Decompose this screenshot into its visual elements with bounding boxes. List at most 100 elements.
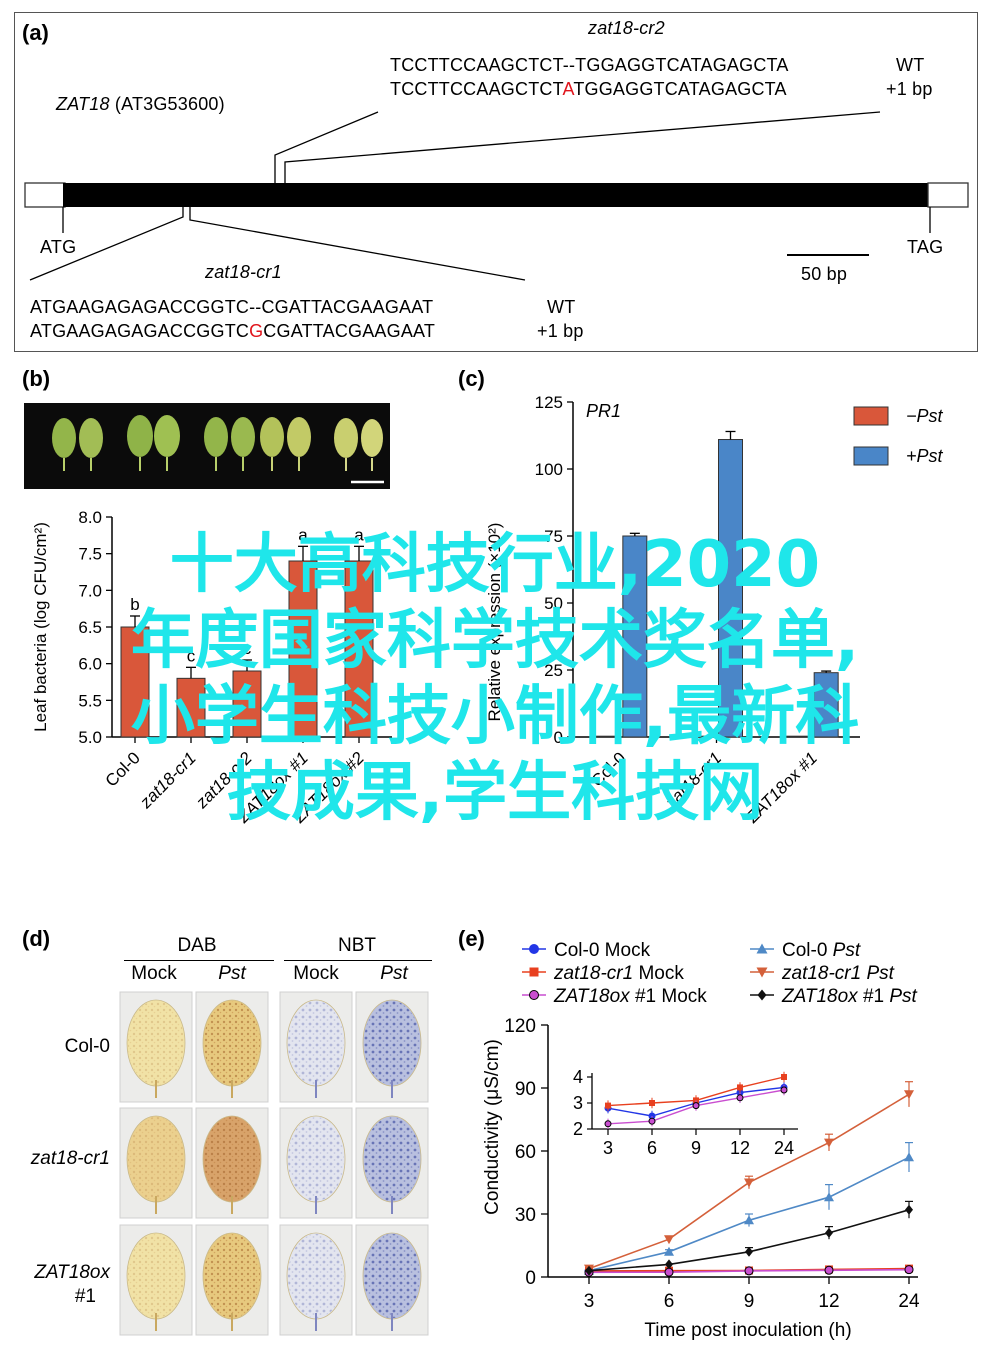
chart-e-point [665,1259,673,1270]
chart-e-point [904,1090,914,1100]
overlay-line-3: 小学生科技小制作,最新科 [130,680,860,754]
chart-e-inset-xtick-label: 24 [774,1138,794,1158]
chart-b-bar [232,670,262,738]
chart-e-inset-point [692,1102,700,1110]
chart-c-ytick-label: 0 [554,728,563,747]
row-zat18ox-num: #1 [74,1286,96,1307]
cr2-wt-label: WT [896,55,925,75]
chart-e-point [744,1266,754,1276]
chart-c-bar [622,535,648,738]
chart-e-xlabel: Time post inoculation (h) [644,1320,851,1341]
chart-e-point [904,1152,914,1162]
chart-e-xtick-label: 9 [744,1291,755,1312]
chart-e-legend-label: zat18-cr1 Pst [781,963,895,984]
chart-e-point [824,1192,834,1202]
chart-c-title: PR1 [586,401,621,421]
cr2-insertion: A [562,79,574,99]
chart-e-inset-ytick-label: 3 [573,1093,583,1113]
chart-c-ytick-label: 75 [544,527,563,546]
cr1-mut-label: +1 bp [537,321,584,341]
overlay-line-1: 十大高科技行业,2020 [169,528,821,602]
chart-b-ytick-label: 6.5 [78,618,102,637]
chart-b-ytick-label: 7.5 [78,545,102,564]
nbt-stain-dots [288,1234,344,1318]
cr1-mut-suffix: CGATTACGAAGAAT [263,321,436,341]
chart-e-point [824,1265,834,1275]
chart-e-xtick-label: 24 [898,1291,920,1312]
cr1-callout-right [189,207,526,281]
chart-c-legend-label: −Pst [906,406,944,426]
chart-c-bar [718,439,743,738]
chart-e-inset-point [736,1094,744,1102]
chart-e-inset-point [780,1086,788,1094]
chart-e-inset-ytick-label: 4 [573,1067,583,1087]
chart-e-legend-marker [529,990,539,1000]
chart-e-inset-point [604,1120,612,1128]
chart-c-ytick-label: 50 [544,594,563,613]
leaf-photo [24,403,390,489]
chart-b-ytick-label: 5.5 [78,691,102,710]
chart-c-ytick-label: 125 [535,393,563,412]
chart-e-ylabel: Conductivity (μS/cm) [482,1039,503,1215]
cr1-wt-label: WT [547,297,576,317]
gene-cds [63,183,930,207]
gene-model [24,111,969,281]
chart-e-point [824,1138,834,1148]
chart-e-legend-marker [756,967,768,978]
gene-label: ZAT18 (AT3G53600) [56,94,225,115]
nbt-stain-dots [364,1234,420,1318]
chart-c-bar [785,735,811,738]
chart-e-legend-marker [756,943,768,954]
chart-b-ylabel: Leaf bacteria (log CFU/cm²) [31,522,50,732]
dab-stain-dots [128,1234,184,1318]
chart-e-legend-marker [529,944,539,954]
stain-nbt-underline [284,960,432,961]
chart-e-point [664,1235,674,1245]
nbt-stain-dots [288,1117,344,1201]
chart-c-ytick-label: 25 [544,661,563,680]
panel-e-label: (e) [458,926,485,951]
row-zat18cr1: zat18-cr1 [30,1148,110,1169]
cr2-callout-right [284,111,881,183]
cr2-mut-label: +1 bp [886,79,933,99]
cr1-mut-seq: ATGAAGAGAGACCGGTCGCGATTACGAAGAAT [30,321,435,342]
chart-e-legend-label: ZAT18ox #1 Pst [781,986,918,1007]
chart-c-ytick-label: 100 [535,460,563,479]
chart-e-point [744,1178,754,1188]
panel-b-label: (b) [22,366,51,391]
cr2-title: zat18-cr2 [588,18,665,38]
chart-c-bar [813,672,839,738]
cr1-callout-left [29,207,184,281]
dab-stain-dots [128,1001,184,1085]
atg-label: ATG [40,237,77,257]
cr1-mut-prefix: ATGAAGAGAGACCGGTC [30,321,250,341]
chart-c-bar [690,735,715,738]
chart-e-xtick-label: 3 [584,1291,595,1312]
tag-label: TAG [907,237,944,257]
chart-b-ytick-label: 8.0 [78,508,102,527]
chart-e-inset-point [648,1117,656,1125]
chart-b-bar [176,677,206,738]
chart-e-inset-point [605,1102,611,1109]
gene-locus: (AT3G53600) [114,94,225,114]
dab-stain-dots [128,1117,184,1201]
chart-e-inset-xtick-label: 6 [647,1138,657,1158]
cr1-insertion: G [249,321,264,341]
stain-dab: DAB [177,935,217,956]
leaf-pair-1 [52,418,103,471]
cr2-callout-left [274,111,379,183]
chart-e-legend-label: Col-0 Mock [554,940,651,961]
chart-e-ytick-label: 120 [504,1016,536,1037]
chart-b-letter: a [354,525,364,544]
chart-b-letter: a [298,525,308,544]
cr1-wt-seq: ATGAAGAGAGACCGGTC--CGATTACGAAGAAT [30,297,434,317]
chart-e-point [744,1215,754,1225]
stain-nbt: NBT [338,935,376,956]
chart-e-legend-marker [529,967,539,977]
leaf-pair-2 [127,415,180,471]
row-col0: Col-0 [64,1036,110,1057]
chart-b: 5.05.56.06.57.07.58.0Col-0zat18-cr1zat18… [31,508,392,827]
chart-e-inset-xtick-label: 12 [730,1138,750,1158]
